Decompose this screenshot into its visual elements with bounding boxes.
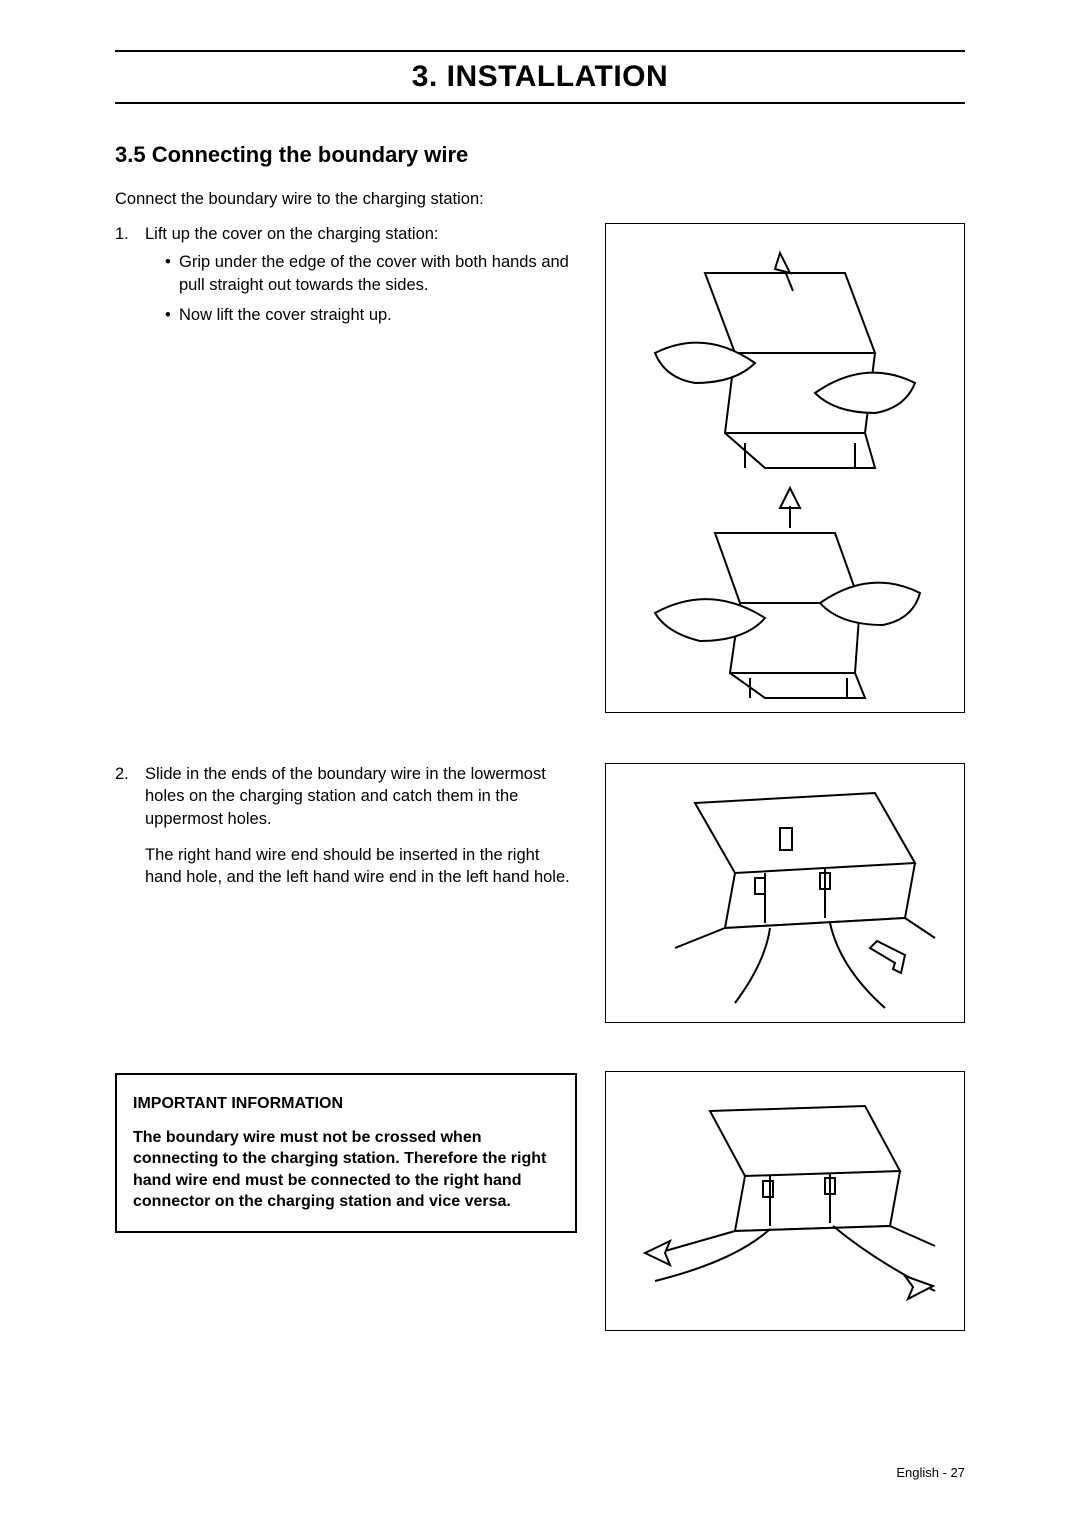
step-1-bullet-1: Grip under the edge of the cover with bo…	[165, 251, 577, 296]
step-1-text: Lift up the cover on the charging statio…	[145, 223, 577, 245]
section-title: 3.5 Connecting the boundary wire	[115, 142, 965, 168]
step-1-number: 1.	[115, 223, 145, 334]
step2-row: 2. Slide in the ends of the boundary wir…	[115, 763, 965, 1071]
intro-text: Connect the boundary wire to the chargin…	[115, 190, 965, 209]
figure-2-insert-wire	[605, 763, 965, 1023]
step-2-text-2: The right hand wire end should be insert…	[145, 844, 577, 889]
figure-1-lift-cover	[605, 223, 965, 713]
important-information-body: The boundary wire must not be crossed wh…	[133, 1127, 559, 1213]
step-1-bullet-2: Now lift the cover straight up.	[165, 304, 577, 326]
important-information-box: IMPORTANT INFORMATION The boundary wire …	[115, 1073, 577, 1233]
step-1: 1. Lift up the cover on the charging sta…	[115, 223, 577, 334]
infobox-row: IMPORTANT INFORMATION The boundary wire …	[115, 1071, 965, 1331]
lift-cover-illustration-icon	[615, 233, 955, 703]
step-2-text-1: Slide in the ends of the boundary wire i…	[145, 763, 577, 830]
figure-3-do-not-cross	[605, 1071, 965, 1331]
step1-row: 1. Lift up the cover on the charging sta…	[115, 223, 965, 763]
insert-wire-illustration-icon	[615, 773, 955, 1013]
step-2-number: 2.	[115, 763, 145, 888]
chapter-header: 3. INSTALLATION	[115, 50, 965, 104]
do-not-cross-illustration-icon	[615, 1081, 955, 1321]
page-footer: English - 27	[896, 1465, 965, 1480]
step-2: 2. Slide in the ends of the boundary wir…	[115, 763, 577, 888]
important-information-title: IMPORTANT INFORMATION	[133, 1093, 559, 1115]
chapter-title: 3. INSTALLATION	[115, 60, 965, 94]
